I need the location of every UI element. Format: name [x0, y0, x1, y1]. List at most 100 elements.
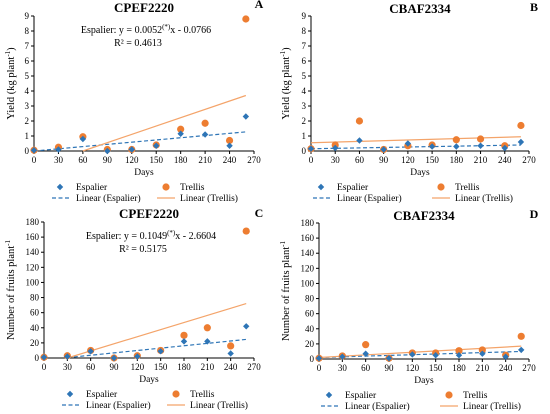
x-tick-label: 150 — [425, 155, 439, 165]
data-point-espalier — [501, 144, 508, 152]
x-axis-label: Days — [410, 168, 430, 178]
data-point-trellis — [242, 15, 250, 23]
y-tick-label: 140 — [301, 248, 315, 258]
data-point-espalier — [362, 350, 369, 357]
data-point-trellis — [201, 119, 209, 127]
data-point-espalier — [201, 131, 209, 138]
data-point-trellis — [362, 341, 370, 349]
y-axis-label: Yield (kg plant-1) — [279, 47, 292, 120]
r-squared: R² = 0.4613 — [114, 38, 162, 49]
y-tick-label: 8 — [302, 26, 307, 36]
y-tick-label: 60 — [305, 309, 315, 319]
chart-title: CPEF2220 — [119, 206, 179, 221]
chart-title: CBAF2334 — [389, 1, 451, 16]
data-point-trellis — [227, 342, 235, 350]
y-tick-label: 0 — [302, 146, 307, 156]
legend-label-espalier: Espalier — [345, 391, 377, 401]
y-tick-label: 1 — [25, 131, 30, 141]
y-tick-label: 5 — [302, 71, 307, 81]
x-tick-label: 150 — [154, 362, 168, 372]
y-tick-label: 0 — [35, 353, 40, 363]
x-tick-label: 60 — [78, 155, 88, 165]
data-point-espalier — [226, 142, 233, 149]
x-tick-label: 120 — [406, 363, 420, 373]
x-tick-label: 60 — [86, 362, 96, 372]
y-axis-label: Number of fruits plant-1 — [279, 240, 292, 341]
data-point-espalier — [332, 144, 339, 152]
legend-label-espalier: Espalier — [86, 390, 118, 400]
legend-label-espalier: Espalier — [337, 183, 369, 193]
legend-marker-espalier — [317, 183, 325, 191]
x-tick-label: 270 — [247, 362, 261, 372]
data-point-espalier — [356, 137, 363, 144]
data-point-espalier — [243, 323, 250, 330]
data-point-trellis — [355, 117, 364, 125]
data-point-espalier — [55, 146, 62, 153]
x-tick-label: 270 — [247, 155, 261, 165]
data-point-espalier — [517, 138, 525, 146]
x-tick-label: 0 — [32, 155, 37, 165]
legend-marker-trellis — [172, 390, 180, 398]
y-tick-label: 8 — [25, 26, 30, 36]
data-point-espalier — [40, 354, 48, 361]
panel-letter: A — [255, 0, 264, 11]
data-point-espalier — [380, 146, 387, 153]
x-axis-label: Days — [139, 375, 159, 385]
legend: Espalier Trellis Linear (Espalier) Linear (… — [313, 183, 513, 204]
legend-marker-trellis — [162, 183, 170, 191]
data-point-espalier — [428, 143, 436, 150]
data-point-espalier — [385, 355, 393, 362]
data-point-espalier — [204, 338, 211, 345]
data-point-espalier — [339, 353, 346, 360]
y-tick-label: 100 — [301, 278, 315, 288]
panel-letter: D — [530, 207, 539, 221]
trendline-espalier — [318, 350, 522, 359]
data-point-espalier — [134, 353, 141, 360]
data-point-trellis — [517, 121, 525, 130]
data-point-espalier — [502, 353, 509, 360]
y-axis-label: Yield (kg plant-1) — [4, 47, 17, 120]
data-point-espalier — [180, 338, 188, 345]
x-tick-label: 270 — [522, 155, 536, 165]
y-tick-label: 40 — [305, 324, 315, 334]
chart-panel-d: CBAF2334 D 0 20 40 60 80 100 120 140 160 180 0 30 60 90… — [279, 207, 539, 412]
data-point-espalier — [157, 348, 164, 355]
y-tick-label: 5 — [25, 71, 30, 81]
data-point-trellis — [478, 346, 486, 354]
y-tick-label: 100 — [26, 277, 40, 287]
y-tick-label: 1 — [302, 131, 307, 141]
x-tick-label: 30 — [54, 155, 64, 165]
legend-label-trellis: Trellis — [463, 391, 488, 401]
y-tick-label: 120 — [26, 262, 40, 272]
x-tick-label: 120 — [125, 155, 139, 165]
x-tick-label: 210 — [476, 363, 490, 373]
data-point-trellis — [455, 347, 463, 355]
y-tick-label: 80 — [305, 294, 315, 304]
y-tick-label: 20 — [30, 338, 40, 348]
x-tick-label: 0 — [309, 155, 314, 165]
x-tick-label: 210 — [474, 155, 488, 165]
x-tick-label: 270 — [522, 363, 536, 373]
legend-label-trellis: Trellis — [180, 183, 205, 193]
x-tick-label: 210 — [198, 155, 212, 165]
y-tick-label: 3 — [302, 101, 307, 111]
data-point-espalier — [64, 353, 71, 360]
legend-label-linear-trellis: Linear (Trellis) — [463, 401, 521, 412]
data-point-espalier — [455, 352, 463, 359]
data-point-espalier — [404, 140, 412, 147]
data-point-espalier — [315, 355, 323, 362]
x-tick-label: 180 — [450, 155, 464, 165]
data-point-trellis — [177, 125, 185, 133]
x-tick-label: 120 — [131, 362, 145, 372]
legend-label-linear-espalier: Linear (Espalier) — [86, 400, 151, 411]
y-tick-label: 180 — [26, 217, 40, 227]
trendline-espalier — [33, 131, 246, 152]
x-tick-label: 30 — [331, 155, 341, 165]
legend-label-trellis: Trellis — [190, 390, 215, 400]
data-point-trellis — [225, 136, 234, 145]
x-tick-label: 210 — [201, 362, 215, 372]
legend-label-trellis: Trellis — [455, 183, 480, 193]
data-point-espalier — [227, 350, 234, 357]
